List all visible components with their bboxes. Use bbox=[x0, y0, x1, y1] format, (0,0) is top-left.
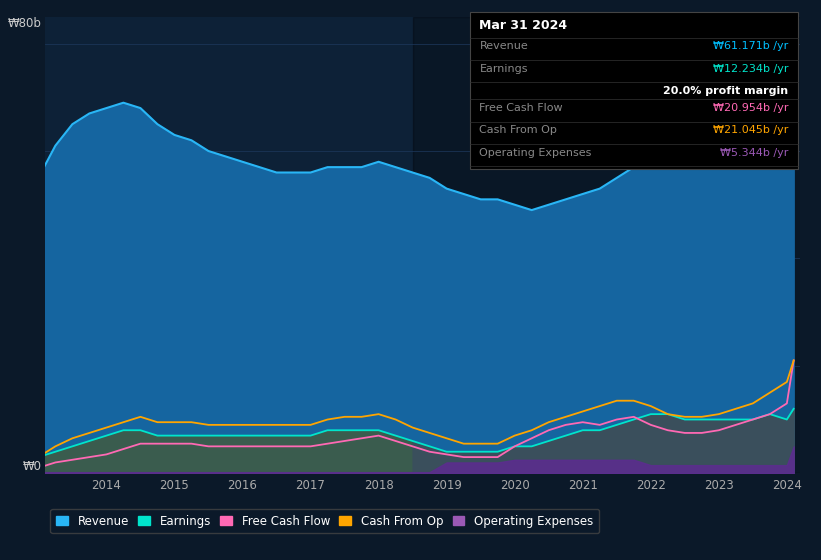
Text: Earnings: Earnings bbox=[479, 64, 528, 74]
Text: ₩21.045b /yr: ₩21.045b /yr bbox=[713, 125, 788, 136]
Text: 20.0% profit margin: 20.0% profit margin bbox=[663, 86, 788, 96]
Text: ₩12.234b /yr: ₩12.234b /yr bbox=[713, 64, 788, 74]
Text: Revenue: Revenue bbox=[479, 41, 528, 52]
Text: ₩61.171b /yr: ₩61.171b /yr bbox=[713, 41, 788, 52]
Text: ₩80b: ₩80b bbox=[7, 17, 41, 30]
Text: Free Cash Flow: Free Cash Flow bbox=[479, 103, 563, 113]
Bar bbox=[413, 17, 821, 473]
Text: Mar 31 2024: Mar 31 2024 bbox=[479, 19, 567, 32]
Legend: Revenue, Earnings, Free Cash Flow, Cash From Op, Operating Expenses: Revenue, Earnings, Free Cash Flow, Cash … bbox=[50, 508, 599, 534]
Text: ₩5.344b /yr: ₩5.344b /yr bbox=[720, 148, 788, 158]
Text: Cash From Op: Cash From Op bbox=[479, 125, 557, 136]
Text: Operating Expenses: Operating Expenses bbox=[479, 148, 592, 158]
Text: ₩0: ₩0 bbox=[22, 460, 41, 473]
Text: ₩20.954b /yr: ₩20.954b /yr bbox=[713, 103, 788, 113]
